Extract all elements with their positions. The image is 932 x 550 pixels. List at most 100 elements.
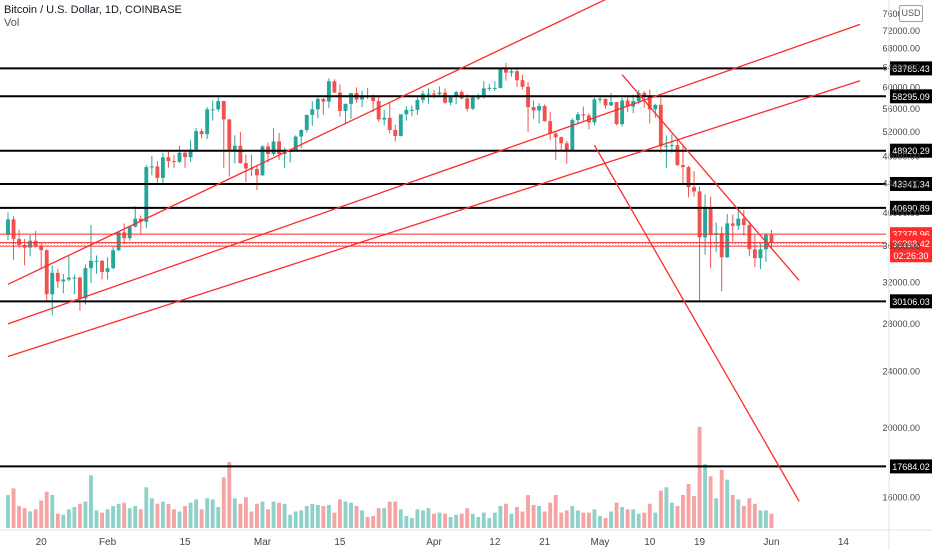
- volume-bar: [100, 512, 104, 528]
- volume-bar: [111, 506, 116, 528]
- candle-body: [509, 71, 514, 73]
- candle-body: [515, 71, 519, 81]
- volume-bar: [669, 502, 674, 528]
- candle-body: [548, 121, 553, 134]
- volume-bar: [415, 509, 420, 528]
- price-axis-group: 16000.00 20000.00 24000.00 28000.00 32000.00…: [882, 0, 920, 550]
- volume-bar: [592, 509, 597, 528]
- volume-bar: [736, 499, 741, 528]
- level-price-label: 58295.09: [892, 92, 930, 102]
- volume-bar: [426, 508, 431, 528]
- volume-bar: [686, 484, 691, 528]
- volume-bar: [177, 511, 182, 528]
- candle-body: [703, 207, 708, 238]
- candle-body: [492, 87, 497, 89]
- volume-bar: [66, 509, 71, 528]
- candle-body: [216, 101, 221, 110]
- level-price-tag: [890, 89, 932, 104]
- candle-body: [575, 114, 580, 121]
- volume-bar: [160, 501, 165, 528]
- time-tick-label: Apr: [426, 537, 442, 548]
- volume-bar: [72, 507, 77, 528]
- volume-bar: [498, 506, 503, 528]
- candle-body: [769, 234, 774, 244]
- volume-bar: [255, 503, 259, 528]
- candle-body: [199, 131, 204, 135]
- volume-bar: [149, 498, 154, 528]
- volume-bar: [614, 502, 619, 528]
- time-tick-label: 12: [489, 537, 501, 548]
- candle-body: [255, 169, 259, 176]
- volume-bar: [719, 469, 724, 528]
- level-price-label: 40690.89: [892, 203, 930, 213]
- volume-bar: [708, 476, 713, 528]
- red-level-label: 37378.96: [892, 230, 930, 240]
- volume-bar: [470, 513, 475, 528]
- candle-body: [100, 260, 104, 272]
- volume-bar: [409, 518, 414, 528]
- candle-body: [620, 100, 625, 125]
- candle-body: [537, 106, 542, 111]
- volume-bar: [398, 509, 403, 528]
- candle-body: [520, 80, 525, 87]
- volume-bar: [50, 495, 55, 528]
- price-tick-label: 28000.00: [882, 319, 920, 329]
- volume-bar: [492, 512, 497, 528]
- candle-body: [603, 98, 608, 106]
- volume-bar: [105, 509, 110, 528]
- volume-bar: [216, 507, 221, 528]
- level-price-tag: [890, 459, 932, 474]
- candle-body: [531, 107, 536, 111]
- candle-body: [697, 191, 702, 238]
- volume-bar: [675, 506, 680, 528]
- volume-bar: [299, 510, 304, 528]
- candle-body: [647, 96, 652, 110]
- volume-bars-group: [6, 426, 774, 528]
- volume-bar: [559, 512, 564, 528]
- trendline: [7, 23, 861, 325]
- volume-bar: [564, 510, 569, 528]
- currency-button[interactable]: USD: [899, 5, 923, 22]
- candle-body: [376, 101, 381, 120]
- price-tick-label: 52000.00: [882, 127, 920, 137]
- volume-bar: [459, 513, 464, 528]
- candle-body: [559, 137, 564, 144]
- candle-body: [553, 133, 558, 138]
- trendline: [7, 0, 607, 285]
- volume-bar: [89, 475, 93, 528]
- candle-body: [160, 157, 165, 178]
- candle-body: [476, 97, 481, 99]
- candle-body: [144, 167, 149, 222]
- volume-bar: [636, 513, 641, 528]
- volume-bar: [238, 503, 243, 528]
- candle-body: [277, 141, 282, 155]
- volume-bar: [697, 426, 702, 528]
- candle-body: [470, 97, 475, 109]
- volume-bar: [188, 502, 193, 528]
- candle-body: [89, 260, 93, 269]
- candle-body: [498, 69, 503, 88]
- candle-body: [332, 81, 337, 93]
- candle-body: [625, 100, 630, 107]
- candle-body: [415, 100, 420, 110]
- candle-body: [658, 104, 663, 147]
- volume-bar: [33, 509, 38, 528]
- volume-bar: [116, 503, 121, 528]
- candle-body: [11, 219, 16, 240]
- candle-body: [459, 92, 464, 99]
- volume-bar: [260, 501, 265, 528]
- price-tick-label: 68000.00: [882, 44, 920, 54]
- candle-body: [669, 145, 674, 147]
- volume-bar: [443, 513, 448, 528]
- price-tick-label: 44000.00: [882, 179, 920, 189]
- current-price-tag: [890, 236, 932, 263]
- volume-bar: [631, 509, 636, 528]
- volume-bar: [620, 507, 625, 528]
- candle-body: [315, 98, 320, 110]
- volume-bar: [288, 514, 293, 528]
- volume-bar: [122, 502, 127, 528]
- candle-body: [448, 96, 453, 103]
- time-tick-label: 19: [694, 537, 706, 548]
- time-tick-label: Feb: [99, 537, 117, 548]
